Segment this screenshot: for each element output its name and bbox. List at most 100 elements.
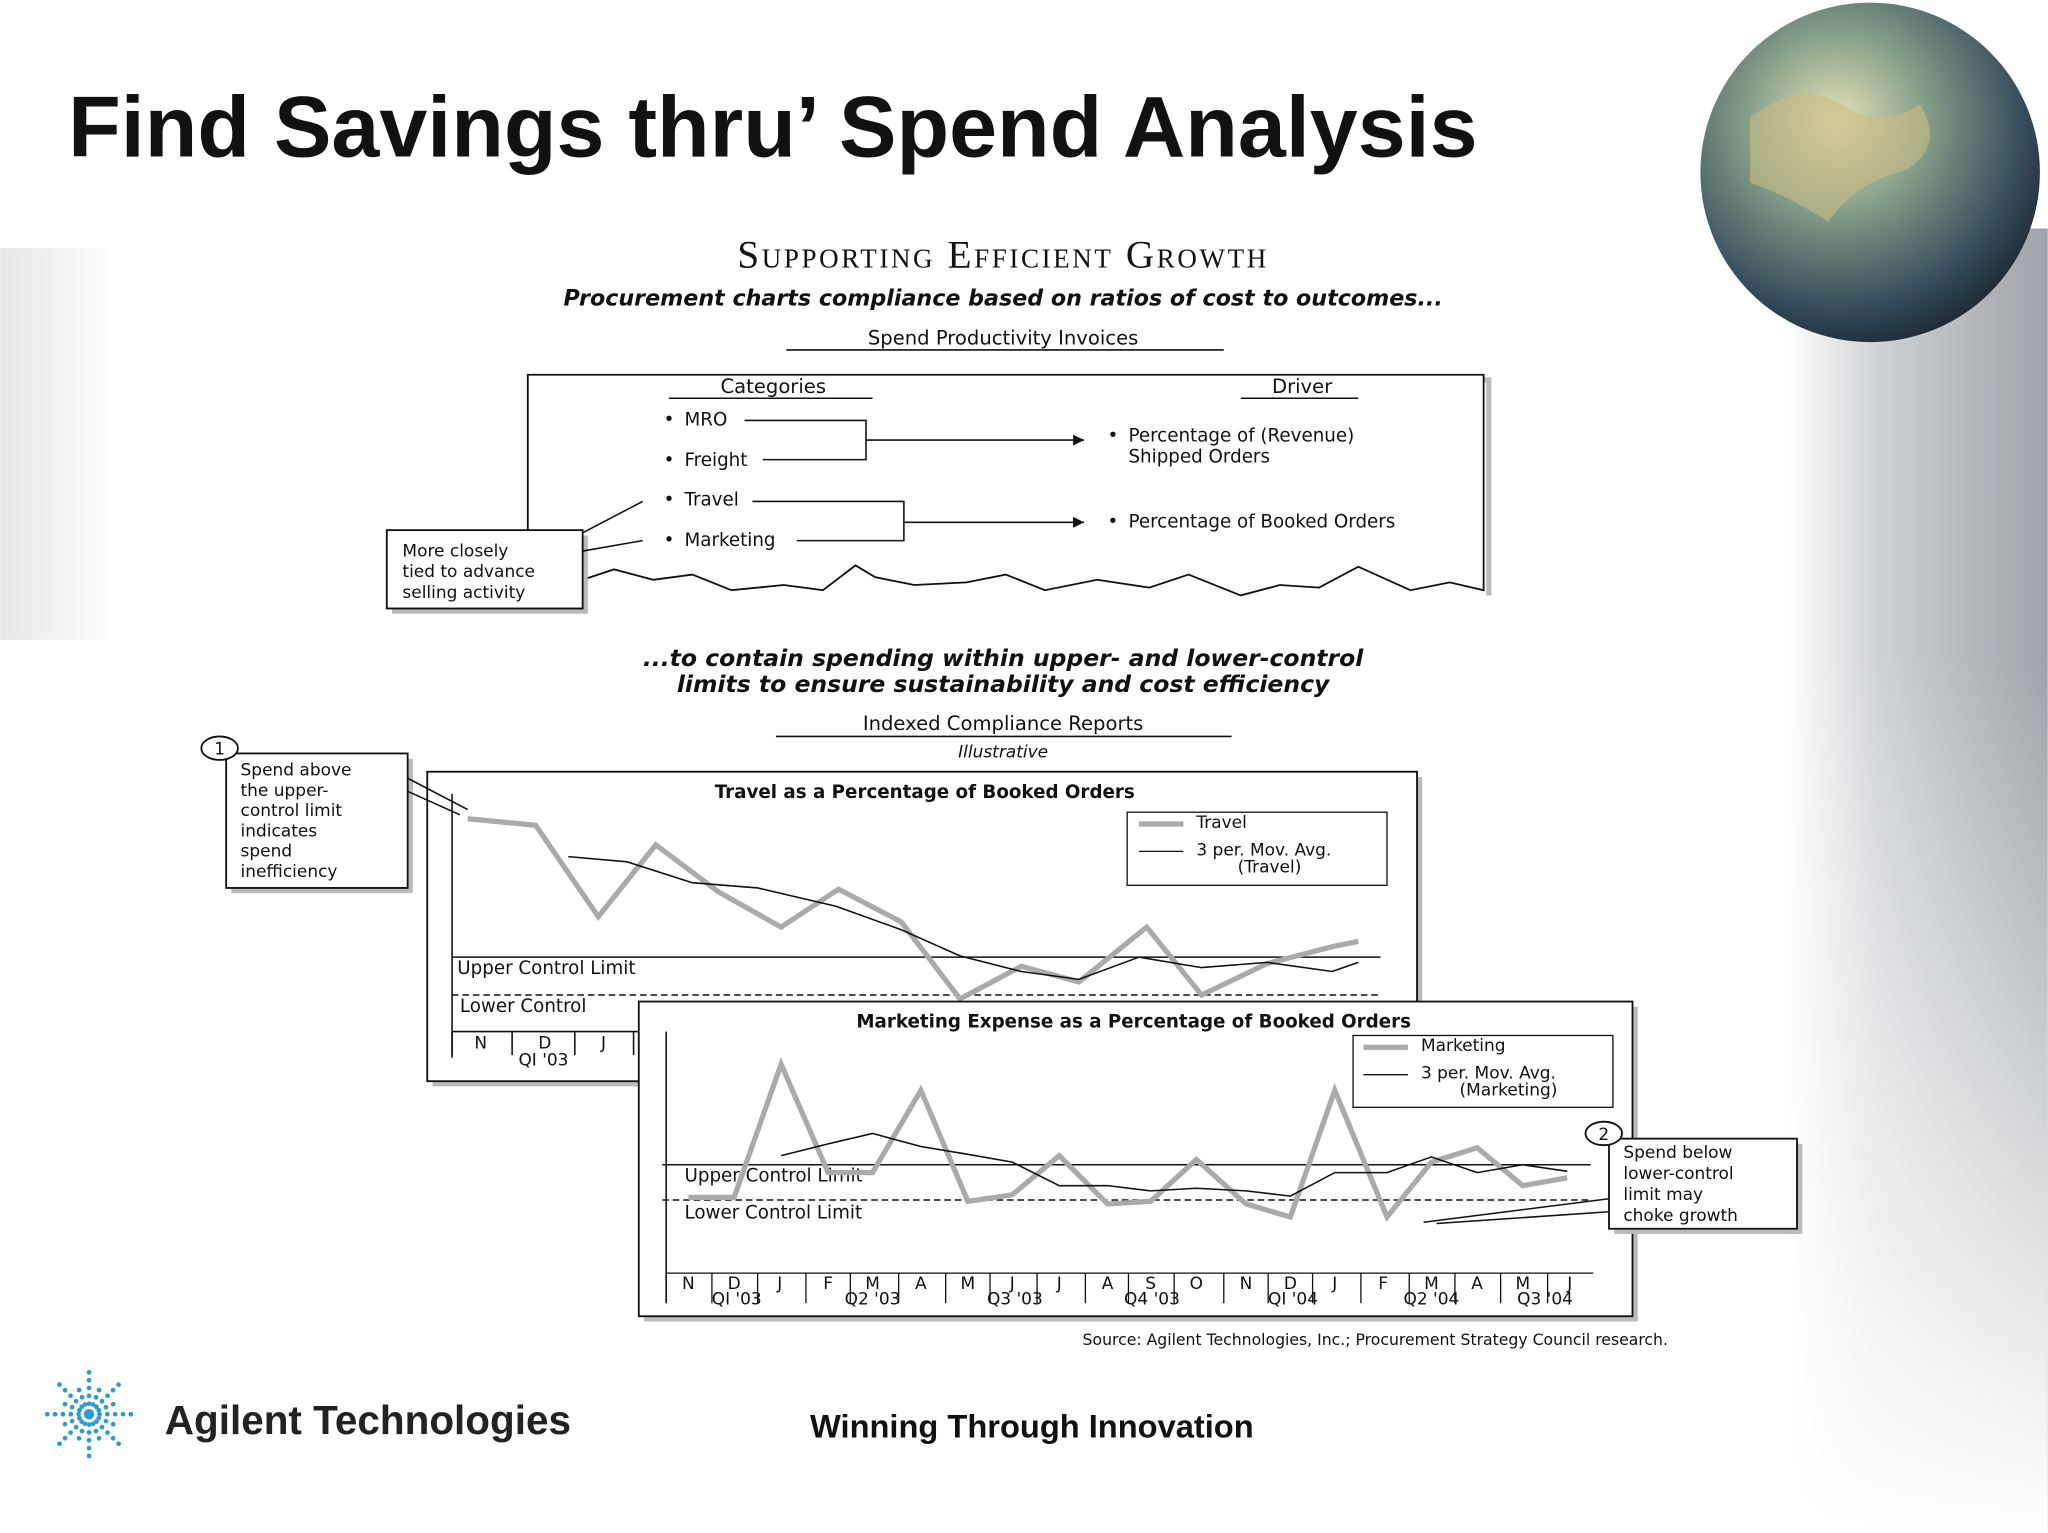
connector xyxy=(744,419,1085,461)
month-label: D xyxy=(538,1034,551,1054)
reports-title: Indexed Compliance Reports xyxy=(863,712,1144,735)
callout-text: the upper- xyxy=(241,781,329,801)
logo-dot xyxy=(104,1411,110,1417)
month-label: A xyxy=(1102,1274,1114,1294)
quarter-label: Q2 '03 xyxy=(845,1289,901,1309)
logo-dot xyxy=(105,1393,110,1399)
quarter-label: Q3 '04 xyxy=(1517,1289,1573,1309)
invoices-title: Spend Productivity Invoices xyxy=(868,327,1138,350)
callout-pointer xyxy=(582,500,644,552)
month-label: N xyxy=(1240,1274,1253,1294)
month-label: J xyxy=(776,1274,782,1294)
logo-dot xyxy=(93,1428,99,1434)
month-label: J xyxy=(1009,1274,1015,1294)
quarter-label: QI '03 xyxy=(518,1051,568,1071)
category: Marketing xyxy=(684,530,775,551)
logo-dot xyxy=(110,1435,116,1441)
logo-dot xyxy=(96,1435,102,1441)
limit-label: Upper Control Limit xyxy=(684,1166,862,1187)
quarter-label: QI '03 xyxy=(712,1289,762,1309)
bullet: • xyxy=(664,530,675,551)
month-label: D xyxy=(728,1274,741,1294)
callout-text: More closely xyxy=(402,541,508,561)
logo-dot xyxy=(105,1430,110,1435)
left-shade xyxy=(0,248,118,640)
figure-title: Supporting Efficient Growth xyxy=(737,234,1268,277)
logo-dot xyxy=(68,1411,74,1417)
logo-dot xyxy=(86,1401,92,1407)
logo-dot xyxy=(99,1398,105,1404)
callout-text: inefficiency xyxy=(241,862,338,882)
x-axis: N D J F M A M J J A S O N D J F M A M J QI '03 Q2 '03 Q3 '03 Q4… xyxy=(665,1272,1594,1309)
callout-marker xyxy=(1584,1120,1623,1147)
legend-box xyxy=(1352,1034,1614,1108)
driver: Percentage of (Revenue) xyxy=(1128,425,1354,446)
logo-dot xyxy=(82,1421,88,1427)
logo-dot xyxy=(77,1415,82,1421)
logo-dot xyxy=(96,1415,102,1421)
logo-dot xyxy=(90,1421,96,1427)
logo-dot xyxy=(112,1411,118,1417)
quarter-label: QI '04 xyxy=(1268,1289,1318,1309)
globe-land xyxy=(1750,94,1931,222)
callout-text: indicates xyxy=(241,821,318,841)
logo-dot xyxy=(116,1382,121,1387)
month-label: M xyxy=(1424,1274,1439,1294)
driver: Shipped Orders xyxy=(1128,446,1270,467)
logo-dot xyxy=(52,1411,58,1417)
month-label: J xyxy=(1566,1274,1572,1294)
logo-dot xyxy=(103,1418,109,1424)
month-label: N xyxy=(682,1274,695,1294)
legend-label: (Travel) xyxy=(1238,857,1302,877)
logo-dot xyxy=(57,1441,62,1447)
marketing-line xyxy=(688,1057,1568,1223)
callout-pointer xyxy=(407,777,469,816)
logo-dot xyxy=(76,1411,81,1417)
callout-text: control limit xyxy=(241,801,343,821)
logo-dot xyxy=(62,1435,68,1441)
slide-title: Find Savings thru’ Spend Analysis xyxy=(68,80,1477,176)
logo-dot xyxy=(44,1411,50,1417)
limit-label: Lower Control xyxy=(460,996,587,1017)
callout-pointer xyxy=(1423,1197,1610,1225)
month-label: M xyxy=(961,1274,976,1294)
callout-number: 2 xyxy=(1598,1125,1609,1145)
logo-dot xyxy=(68,1430,73,1435)
logo-dot xyxy=(110,1387,116,1393)
driver-header: Driver xyxy=(1272,375,1333,398)
month-label: F xyxy=(823,1274,833,1294)
figure-subtitle: Procurement charts compliance based on r… xyxy=(563,286,1442,312)
logo-dot xyxy=(86,1453,92,1459)
legend-box xyxy=(1126,811,1388,886)
x-axis xyxy=(451,1030,641,1056)
limit-label: Lower Control Limit xyxy=(684,1202,862,1223)
logo-dot xyxy=(73,1424,79,1430)
legend-label: 3 per. Mov. Avg. xyxy=(1196,840,1331,860)
month-label: A xyxy=(1471,1274,1483,1294)
logo-dot xyxy=(94,1419,99,1424)
legend-label: Travel xyxy=(1195,813,1246,833)
month-label: M xyxy=(865,1274,880,1294)
logo-dot xyxy=(86,1370,92,1375)
side-panel-fade xyxy=(1786,652,2048,1533)
bullet: • xyxy=(1108,425,1119,446)
callout-text: Spend above xyxy=(241,761,352,781)
month-label: O xyxy=(1190,1274,1203,1294)
logo-dot xyxy=(60,1411,66,1417)
month-label: N xyxy=(474,1034,487,1054)
logo-dot xyxy=(90,1402,96,1407)
source: Source: Agilent Technologies, Inc.; Proc… xyxy=(1083,1330,1668,1349)
logo-dot xyxy=(79,1394,85,1400)
category: Travel xyxy=(683,489,738,510)
chart-title: Marketing Expense as a Percentage of Boo… xyxy=(856,1012,1411,1033)
logo-dot xyxy=(120,1411,126,1417)
chart-title: Travel as a Percentage of Booked Orders xyxy=(715,782,1135,803)
legend-label: 3 per. Mov. Avg. xyxy=(1421,1064,1556,1084)
logo-dot xyxy=(62,1421,68,1427)
marketing-chart-box xyxy=(637,1000,1634,1318)
month-label: F xyxy=(1378,1274,1388,1294)
logo-dot xyxy=(96,1407,102,1413)
bullet: • xyxy=(1108,512,1119,533)
callout-number: 1 xyxy=(214,740,225,760)
logo-dot xyxy=(110,1421,116,1427)
